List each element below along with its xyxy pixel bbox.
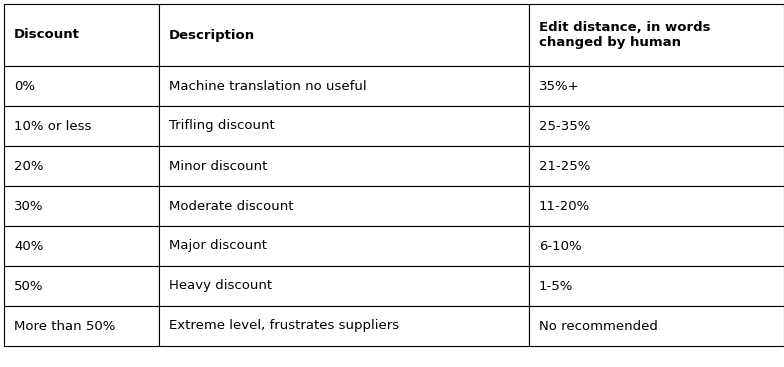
Text: 35%+: 35%+ — [539, 80, 579, 92]
Bar — [529, 4, 784, 66]
Bar — [159, 146, 529, 186]
Text: 0%: 0% — [14, 80, 35, 92]
Bar — [529, 266, 784, 306]
Bar — [4, 66, 159, 106]
Bar — [4, 266, 159, 306]
Text: 30%: 30% — [14, 200, 43, 212]
Bar — [159, 266, 529, 306]
Text: Discount: Discount — [14, 29, 80, 41]
Bar — [529, 146, 784, 186]
Text: Edit distance, in words
changed by human: Edit distance, in words changed by human — [539, 21, 710, 49]
Bar — [529, 306, 784, 346]
Bar — [159, 106, 529, 146]
Bar — [159, 186, 529, 226]
Bar — [4, 146, 159, 186]
Text: Trifling discount: Trifling discount — [169, 120, 274, 132]
Text: Moderate discount: Moderate discount — [169, 200, 293, 212]
Bar — [529, 66, 784, 106]
Bar — [159, 306, 529, 346]
Bar — [159, 226, 529, 266]
Bar — [159, 66, 529, 106]
Bar — [529, 186, 784, 226]
Bar — [529, 226, 784, 266]
Text: Heavy discount: Heavy discount — [169, 280, 272, 292]
Bar — [4, 4, 159, 66]
Text: Minor discount: Minor discount — [169, 160, 267, 172]
Text: Extreme level, frustrates suppliers: Extreme level, frustrates suppliers — [169, 320, 399, 333]
Text: 1-5%: 1-5% — [539, 280, 573, 292]
Text: 21-25%: 21-25% — [539, 160, 590, 172]
Bar — [529, 106, 784, 146]
Text: 50%: 50% — [14, 280, 43, 292]
Text: More than 50%: More than 50% — [14, 320, 115, 333]
Text: 11-20%: 11-20% — [539, 200, 590, 212]
Bar — [4, 106, 159, 146]
Text: 20%: 20% — [14, 160, 43, 172]
Text: 10% or less: 10% or less — [14, 120, 92, 132]
Text: 25-35%: 25-35% — [539, 120, 590, 132]
Text: Major discount: Major discount — [169, 240, 267, 252]
Text: Description: Description — [169, 29, 255, 41]
Text: 6-10%: 6-10% — [539, 240, 582, 252]
Bar — [159, 4, 529, 66]
Bar — [4, 306, 159, 346]
Text: Machine translation no useful: Machine translation no useful — [169, 80, 367, 92]
Bar — [4, 186, 159, 226]
Text: 40%: 40% — [14, 240, 43, 252]
Text: No recommended: No recommended — [539, 320, 658, 333]
Bar — [4, 226, 159, 266]
